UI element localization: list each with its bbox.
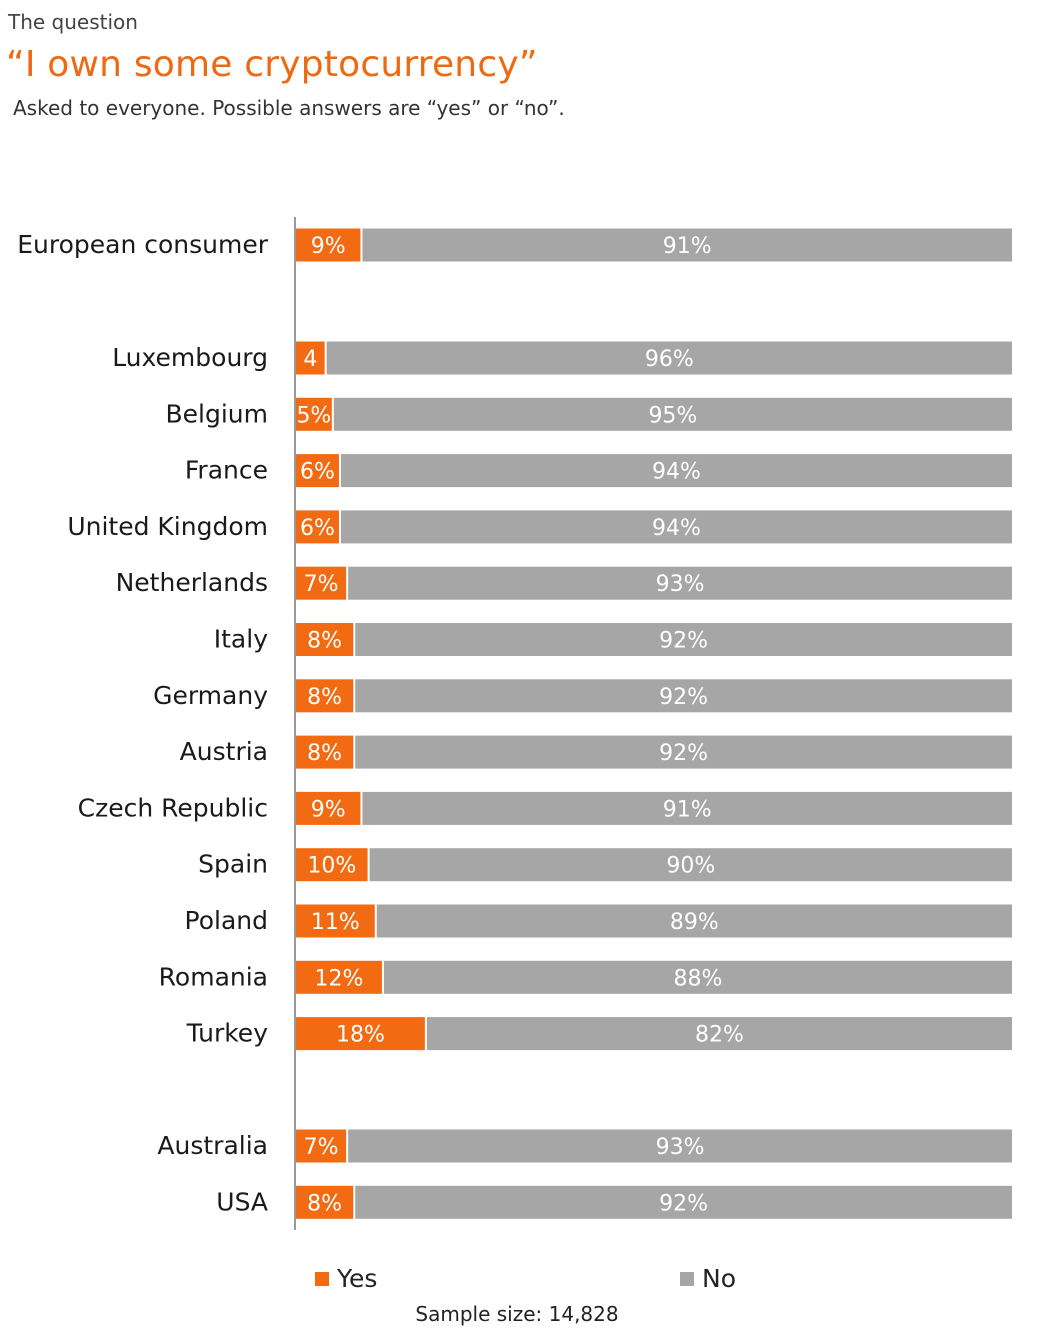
data-label-no-netherlands: 93% bbox=[656, 572, 705, 597]
data-label-no-luxembourg: 96% bbox=[645, 347, 694, 372]
bar-yes-united-kingdom bbox=[296, 510, 339, 544]
category-label-czech-republic: Czech Republic bbox=[78, 793, 268, 822]
bar-no-united-kingdom bbox=[340, 510, 1013, 544]
data-label-no-poland: 89% bbox=[670, 910, 719, 935]
bar-yes-italy bbox=[296, 623, 354, 656]
category-label-european-consumer: European consumer bbox=[17, 230, 269, 259]
bar-yes-austria bbox=[296, 735, 354, 769]
data-label-yes-spain: 10% bbox=[307, 854, 356, 879]
bar-no-usa bbox=[355, 1185, 1012, 1219]
bar-no-australia bbox=[348, 1129, 1012, 1163]
data-label-no-united-kingdom: 94% bbox=[652, 516, 701, 541]
bar-no-belgium bbox=[333, 397, 1012, 431]
data-label-yes-romania: 12% bbox=[315, 966, 364, 991]
bar-yes-france bbox=[296, 454, 339, 488]
bar-no-france bbox=[340, 454, 1013, 488]
category-label-poland: Poland bbox=[185, 906, 268, 935]
data-label-no-romania: 88% bbox=[674, 966, 723, 991]
data-label-yes-australia: 7% bbox=[304, 1135, 339, 1160]
category-label-france: France bbox=[185, 456, 268, 485]
data-label-no-usa: 92% bbox=[659, 1191, 708, 1216]
category-label-belgium: Belgium bbox=[166, 399, 269, 428]
data-label-no-spain: 90% bbox=[666, 854, 715, 879]
sample-size: Sample size: 14,828 bbox=[415, 1302, 619, 1326]
bar-no-european-consumer bbox=[362, 228, 1012, 262]
data-label-no-france: 94% bbox=[652, 460, 701, 485]
bar-no-spain bbox=[369, 848, 1013, 882]
legend-swatch-yes bbox=[315, 1271, 329, 1286]
bar-no-austria bbox=[355, 735, 1012, 769]
data-label-no-australia: 93% bbox=[656, 1135, 705, 1160]
bar-yes-germany bbox=[296, 679, 354, 713]
data-label-yes-austria: 8% bbox=[307, 741, 342, 766]
bar-yes-luxembourg bbox=[296, 341, 325, 375]
legend-label-yes: Yes bbox=[337, 1264, 378, 1293]
data-label-yes-netherlands: 7% bbox=[304, 572, 339, 597]
bar-yes-european-consumer bbox=[296, 228, 361, 262]
data-label-yes-luxembourg: 4 bbox=[303, 347, 317, 372]
data-label-no-turkey: 82% bbox=[695, 1023, 744, 1048]
bar-yes-romania bbox=[296, 960, 382, 994]
bar-no-germany bbox=[355, 679, 1012, 713]
stacked-bar-chart: European consumer 9% 91% Luxembourg 4 96% Belg… bbox=[17, 217, 1013, 1230]
bar-no-italy bbox=[355, 623, 1012, 656]
legend-label-no: No bbox=[702, 1264, 736, 1293]
data-label-yes-czech-republic: 9% bbox=[311, 797, 346, 822]
bar-no-romania bbox=[383, 960, 1012, 994]
category-label-romania: Romania bbox=[159, 962, 268, 991]
bar-yes-turkey bbox=[296, 1017, 425, 1051]
data-label-no-germany: 92% bbox=[659, 685, 708, 710]
chart-title: “I own some cryptocurrency” bbox=[6, 44, 538, 85]
data-label-no-belgium: 95% bbox=[648, 403, 697, 428]
data-label-yes-italy: 8% bbox=[307, 629, 342, 654]
data-label-no-austria: 92% bbox=[659, 741, 708, 766]
data-label-yes-france: 6% bbox=[300, 460, 335, 485]
category-label-austria: Austria bbox=[180, 737, 268, 766]
data-label-yes-turkey: 18% bbox=[336, 1023, 385, 1048]
category-label-spain: Spain bbox=[198, 850, 268, 879]
category-label-united-kingdom: United Kingdom bbox=[67, 512, 268, 541]
bar-yes-netherlands bbox=[296, 566, 347, 600]
data-label-yes-germany: 8% bbox=[307, 685, 342, 710]
bar-no-turkey bbox=[426, 1017, 1012, 1051]
bar-no-luxembourg bbox=[326, 341, 1012, 375]
bar-yes-czech-republic bbox=[296, 791, 361, 825]
legend-swatch-no bbox=[680, 1271, 694, 1286]
category-label-turkey: Turkey bbox=[186, 1019, 269, 1048]
data-label-no-european-consumer: 91% bbox=[663, 234, 712, 259]
bar-no-netherlands bbox=[348, 566, 1012, 600]
bar-no-czech-republic bbox=[362, 791, 1012, 825]
category-label-usa: USA bbox=[216, 1187, 268, 1216]
category-label-germany: Germany bbox=[153, 681, 268, 710]
data-label-yes-poland: 11% bbox=[311, 910, 360, 935]
data-label-yes-usa: 8% bbox=[307, 1191, 342, 1216]
category-label-luxembourg: Luxembourg bbox=[112, 343, 268, 372]
bar-yes-spain bbox=[296, 848, 368, 882]
chart-subtitle: Asked to everyone. Possible answers are … bbox=[13, 96, 565, 120]
bar-no-poland bbox=[376, 904, 1012, 938]
bar-yes-usa bbox=[296, 1185, 354, 1219]
legend-item-yes: Yes bbox=[315, 1264, 377, 1293]
legend-item-no: No bbox=[680, 1264, 736, 1293]
category-label-australia: Australia bbox=[157, 1131, 268, 1160]
bar-yes-belgium bbox=[296, 397, 332, 431]
category-label-netherlands: Netherlands bbox=[116, 568, 268, 597]
data-label-yes-european-consumer: 9% bbox=[311, 234, 346, 259]
bar-yes-poland bbox=[296, 904, 375, 938]
data-label-no-czech-republic: 91% bbox=[663, 797, 712, 822]
category-label-italy: Italy bbox=[214, 625, 268, 654]
bar-yes-australia bbox=[296, 1129, 347, 1163]
data-label-yes-belgium: 5% bbox=[296, 403, 331, 428]
data-label-no-italy: 92% bbox=[659, 629, 708, 654]
data-label-yes-united-kingdom: 6% bbox=[300, 516, 335, 541]
kicker-text: The question bbox=[8, 10, 138, 34]
